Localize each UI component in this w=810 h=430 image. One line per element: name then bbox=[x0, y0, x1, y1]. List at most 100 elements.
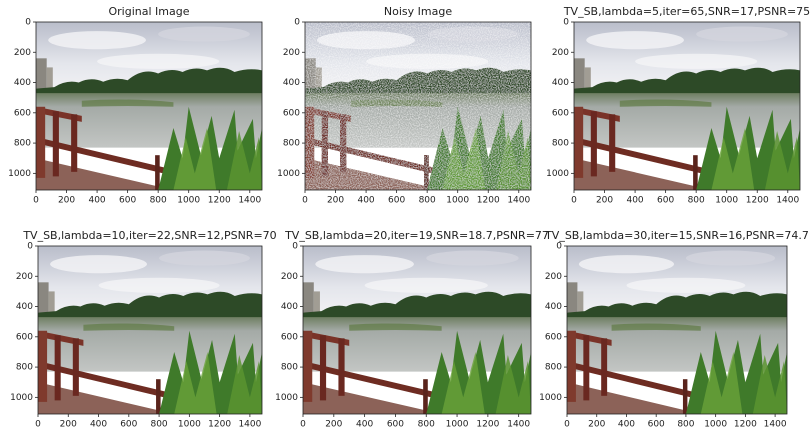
x-tick-label: 0 bbox=[35, 420, 41, 430]
x-tick-label: 1400 bbox=[764, 420, 787, 430]
y-tick-label: 600 bbox=[545, 332, 562, 342]
y-tick-label: 800 bbox=[14, 139, 31, 149]
x-tick-label: 1200 bbox=[208, 420, 231, 430]
y-tick-label: 800 bbox=[16, 363, 33, 373]
y-tick-label: 200 bbox=[545, 272, 562, 282]
image bbox=[305, 22, 531, 190]
x-tick-label: 200 bbox=[327, 196, 344, 206]
x-tick-label: 800 bbox=[150, 420, 167, 430]
subplot: TV_SB,lambda=30,iter=15,SNR=16,PSNR=74.7… bbox=[539, 229, 809, 430]
y-tick-label: 200 bbox=[281, 272, 298, 282]
x-tick-label: 1400 bbox=[507, 196, 530, 206]
subplot-title: Noisy Image bbox=[384, 5, 452, 18]
y-tick-label: 1000 bbox=[277, 169, 300, 179]
subplot: Noisy Image 0 200 400 600 800 1000 1200 1400 0 200… bbox=[277, 5, 531, 206]
subplot-title: Original Image bbox=[109, 5, 190, 18]
x-tick-label: 400 bbox=[356, 420, 373, 430]
x-tick-label: 0 bbox=[302, 196, 308, 206]
y-tick-label: 0 bbox=[556, 242, 562, 252]
y-tick-label: 800 bbox=[283, 139, 300, 149]
x-tick-label: 1000 bbox=[446, 196, 469, 206]
y-tick-label: 0 bbox=[292, 242, 298, 252]
y-tick-label: 800 bbox=[281, 363, 298, 373]
x-tick-label: 200 bbox=[588, 420, 605, 430]
x-tick-label: 600 bbox=[120, 420, 137, 430]
x-tick-label: 1000 bbox=[178, 420, 201, 430]
x-tick-label: 400 bbox=[357, 196, 374, 206]
x-tick-label: 1200 bbox=[208, 196, 231, 206]
x-tick-label: 400 bbox=[90, 420, 107, 430]
x-tick-label: 800 bbox=[419, 196, 436, 206]
x-tick-label: 800 bbox=[677, 420, 694, 430]
x-tick-label: 1400 bbox=[776, 196, 799, 206]
y-tick-label: 200 bbox=[16, 272, 33, 282]
x-tick-label: 0 bbox=[300, 420, 306, 430]
y-tick-label: 1000 bbox=[546, 169, 569, 179]
y-tick-label: 400 bbox=[552, 78, 569, 88]
x-tick-label: 1200 bbox=[476, 420, 499, 430]
x-tick-label: 1000 bbox=[715, 196, 738, 206]
y-tick-label: 600 bbox=[281, 332, 298, 342]
x-tick-label: 800 bbox=[688, 196, 705, 206]
subplot-title: TV_SB,lambda=5,iter=65,SNR=17,PSNR=75 bbox=[563, 5, 810, 18]
x-tick-label: 800 bbox=[150, 196, 167, 206]
y-tick-label: 1000 bbox=[8, 169, 31, 179]
image bbox=[567, 246, 787, 414]
y-tick-label: 200 bbox=[552, 48, 569, 58]
x-tick-label: 1000 bbox=[177, 196, 200, 206]
x-tick-label: 200 bbox=[60, 420, 77, 430]
y-tick-label: 400 bbox=[14, 78, 31, 88]
image bbox=[36, 22, 262, 190]
x-tick-label: 600 bbox=[657, 196, 674, 206]
y-tick-label: 600 bbox=[552, 108, 569, 118]
subplot-title: TV_SB,lambda=10,iter=22,SNR=12,PSNR=70 bbox=[22, 229, 276, 242]
y-tick-label: 0 bbox=[563, 18, 569, 28]
y-tick-label: 1000 bbox=[275, 393, 298, 403]
x-tick-label: 1000 bbox=[704, 420, 727, 430]
subplot-title: TV_SB,lambda=20,iter=19,SNR=18.7,PSNR=77 bbox=[284, 229, 549, 242]
x-tick-label: 400 bbox=[88, 196, 105, 206]
x-tick-label: 1400 bbox=[238, 420, 261, 430]
image bbox=[574, 22, 800, 190]
x-tick-label: 800 bbox=[418, 420, 435, 430]
y-tick-label: 0 bbox=[27, 242, 33, 252]
x-tick-label: 400 bbox=[618, 420, 635, 430]
image bbox=[38, 246, 262, 414]
x-tick-label: 600 bbox=[388, 196, 405, 206]
x-tick-label: 600 bbox=[119, 196, 136, 206]
y-tick-label: 0 bbox=[25, 18, 31, 28]
x-tick-label: 0 bbox=[33, 196, 39, 206]
x-tick-label: 600 bbox=[648, 420, 665, 430]
y-tick-label: 600 bbox=[14, 108, 31, 118]
y-tick-label: 400 bbox=[16, 302, 33, 312]
subplot: TV_SB,lambda=5,iter=65,SNR=17,PSNR=750 20… bbox=[546, 5, 810, 206]
x-tick-label: 200 bbox=[325, 420, 342, 430]
y-tick-label: 400 bbox=[283, 78, 300, 88]
y-tick-label: 400 bbox=[545, 302, 562, 312]
y-tick-label: 1000 bbox=[10, 393, 33, 403]
x-tick-label: 1000 bbox=[446, 420, 469, 430]
x-tick-label: 200 bbox=[596, 196, 613, 206]
x-tick-label: 1400 bbox=[238, 196, 261, 206]
x-tick-label: 0 bbox=[564, 420, 570, 430]
subplot: TV_SB,lambda=20,iter=19,SNR=18.7,PSNR=77… bbox=[275, 229, 549, 430]
y-tick-label: 800 bbox=[552, 139, 569, 149]
y-tick-label: 800 bbox=[545, 363, 562, 373]
y-tick-label: 400 bbox=[281, 302, 298, 312]
y-tick-label: 1000 bbox=[539, 393, 562, 403]
x-tick-label: 1200 bbox=[477, 196, 500, 206]
x-tick-label: 400 bbox=[626, 196, 643, 206]
y-tick-label: 600 bbox=[16, 332, 33, 342]
x-tick-label: 1200 bbox=[734, 420, 757, 430]
y-tick-label: 0 bbox=[294, 18, 300, 28]
subplot: Original Image 0 200 400 600 800 1000 1200 1400 0… bbox=[8, 5, 262, 206]
x-tick-label: 1200 bbox=[746, 196, 769, 206]
subplot-title: TV_SB,lambda=30,iter=15,SNR=16,PSNR=74.7 bbox=[544, 229, 809, 242]
x-tick-label: 1400 bbox=[507, 420, 530, 430]
x-tick-label: 200 bbox=[58, 196, 75, 206]
y-tick-label: 200 bbox=[14, 48, 31, 58]
image bbox=[303, 246, 531, 414]
x-tick-label: 600 bbox=[387, 420, 404, 430]
y-tick-label: 200 bbox=[283, 48, 300, 58]
